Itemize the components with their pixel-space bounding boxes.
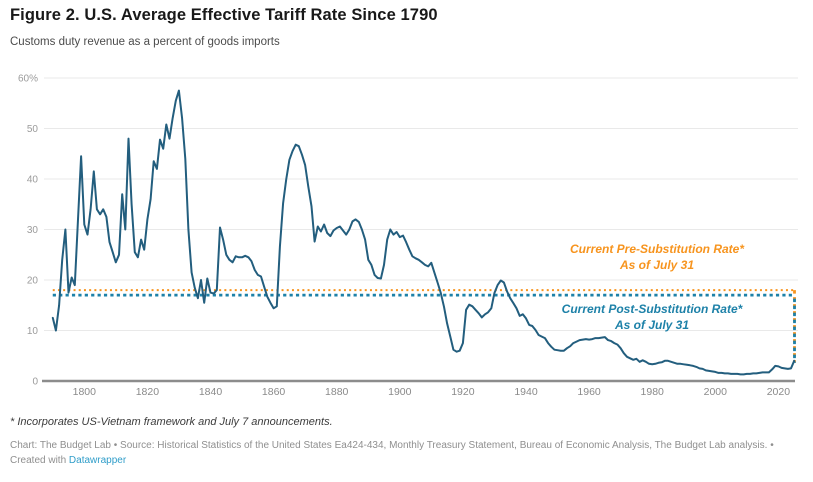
y-tick-label: 50 — [27, 124, 39, 135]
credit-text: Chart: The Budget Lab • Source: Historic… — [10, 440, 774, 466]
x-tick-label: 1860 — [262, 386, 286, 398]
chart-subtitle: Customs duty revenue as a percent of goo… — [10, 36, 280, 48]
y-tick-label: 40 — [27, 175, 39, 186]
pre-substitution-label-line2: As of July 31 — [619, 258, 695, 273]
x-tick-label: 1980 — [641, 386, 665, 398]
post-substitution-label-line2: As of July 31 — [614, 318, 690, 333]
y-tick-label: 10 — [27, 326, 39, 337]
tariff-rate-line — [51, 89, 796, 376]
x-tick-label: 1940 — [514, 386, 538, 398]
y-tick-label: 0 — [32, 377, 38, 388]
x-tick-label: 1840 — [199, 386, 223, 398]
y-tick-label: 60% — [18, 74, 38, 85]
x-tick-label: 1880 — [325, 386, 349, 398]
y-tick-label: 30 — [27, 225, 39, 236]
pre-substitution-label: Current Pre-Substitution Rate* As of Jul… — [537, 241, 777, 273]
pre-substitution-label-line1: Current Pre-Substitution Rate* — [569, 242, 744, 256]
x-tick-label: 1900 — [388, 386, 412, 398]
credit-line: Chart: The Budget Lab • Source: Historic… — [10, 438, 805, 468]
x-tick-label: 1800 — [73, 386, 97, 398]
x-tick-label: 2000 — [704, 386, 728, 398]
y-tick-label: 20 — [27, 276, 39, 287]
post-substitution-label-line1: Current Post-Substitution Rate* — [561, 302, 743, 316]
x-tick-label: 2020 — [767, 386, 791, 398]
post-substitution-label: Current Post-Substitution Rate* As of Ju… — [532, 301, 772, 333]
datawrapper-link[interactable]: Datawrapper — [68, 455, 127, 466]
x-tick-label: 1960 — [577, 386, 601, 398]
page-title: Figure 2. U.S. Average Effective Tariff … — [10, 6, 438, 24]
x-tick-label: 1920 — [451, 386, 475, 398]
footnote: * Incorporates US-Vietnam framework and … — [10, 416, 333, 428]
x-tick-label: 1820 — [136, 386, 160, 398]
